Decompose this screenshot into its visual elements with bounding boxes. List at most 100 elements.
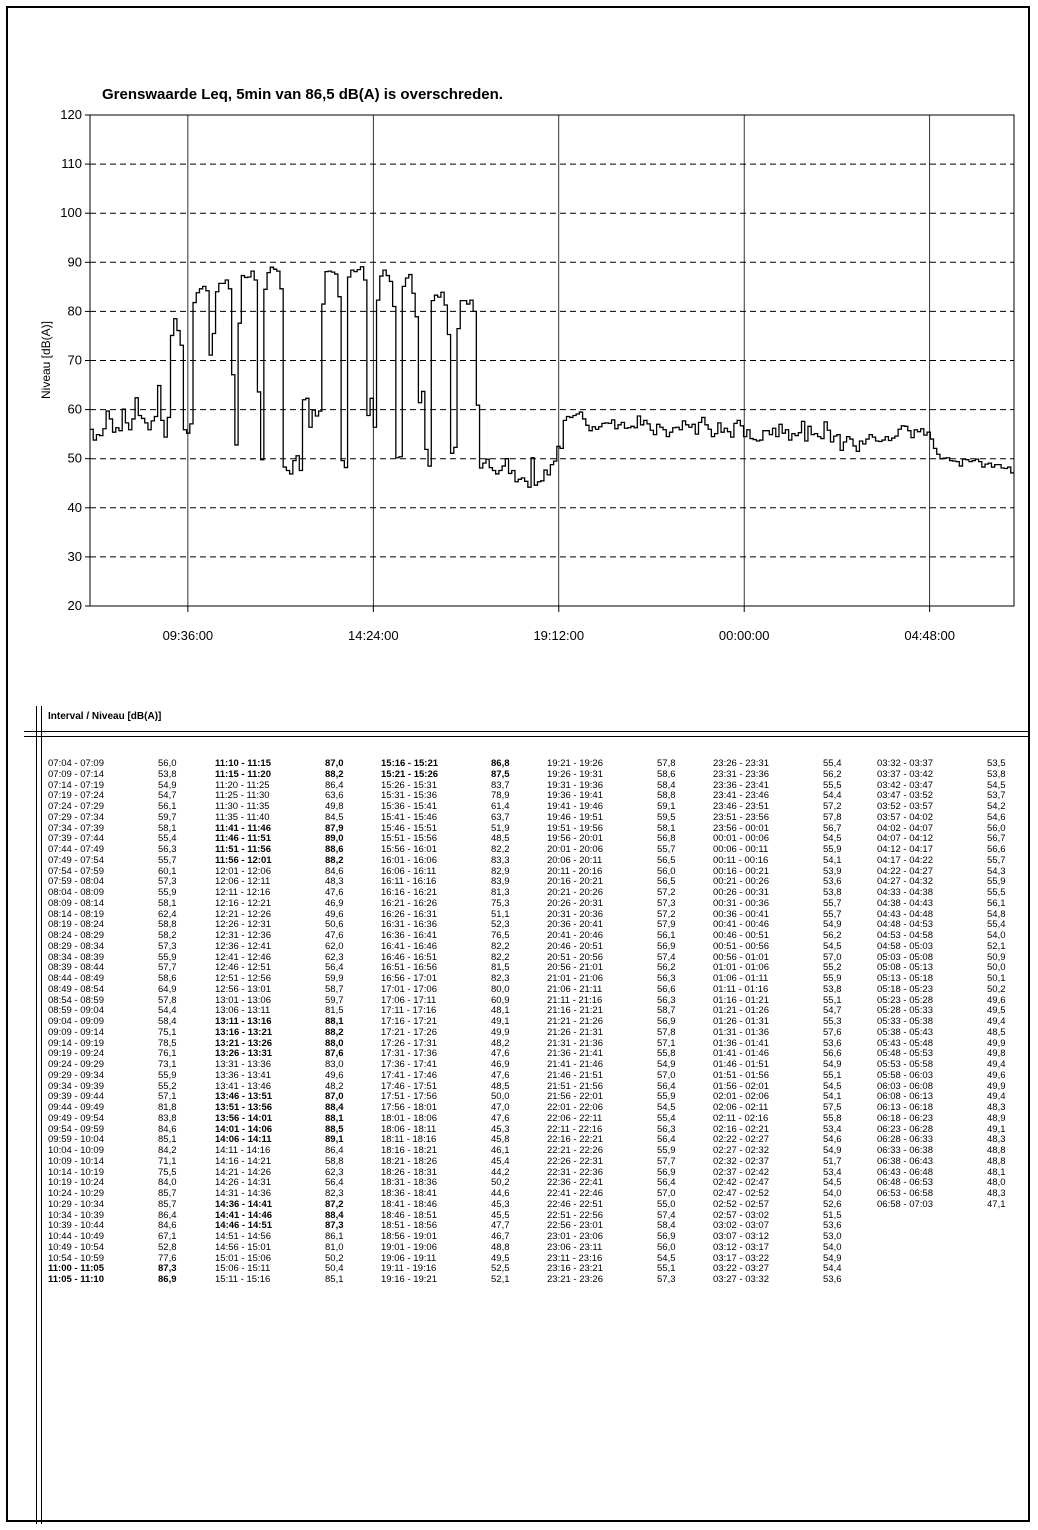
interval-cell: 00:01 - 00:06	[713, 833, 769, 845]
interval-cell: 20:46 - 20:51	[547, 940, 603, 952]
interval-cell: 07:19 - 07:24	[48, 790, 104, 802]
level-cell: 50,0	[491, 1091, 510, 1103]
interval-cell: 14:01 - 14:06	[215, 1123, 273, 1135]
table-title: Interval / Niveau [dB(A)]	[48, 711, 162, 722]
interval-cell: 01:46 - 01:51	[713, 1059, 769, 1070]
interval-cell: 09:34 - 09:39	[48, 1080, 104, 1092]
x-tick-label: 14:24:00	[348, 628, 399, 643]
level-cell: 50,4	[325, 1263, 344, 1275]
level-cell: 53,7	[987, 790, 1006, 802]
interval-cell: 08:44 - 08:49	[48, 973, 104, 984]
level-cell: 55,9	[823, 973, 842, 984]
interval-cell: 07:09 - 07:14	[48, 768, 104, 780]
level-cell: 47,1	[987, 1198, 1006, 1210]
level-cell: 83,3	[491, 854, 510, 866]
level-cell: 83,8	[158, 1112, 177, 1124]
interval-cell: 22:51 - 22:56	[547, 1209, 603, 1221]
interval-cell: 11:30 - 11:35	[215, 801, 270, 812]
interval-cell: 11:35 - 11:40	[215, 811, 270, 823]
level-cell: 49,1	[987, 1123, 1006, 1135]
interval-cell: 13:46 - 13:51	[215, 1091, 273, 1103]
level-cell: 78,5	[158, 1037, 177, 1049]
level-cell: 63,7	[491, 811, 510, 823]
level-cell: 54,9	[823, 1059, 842, 1070]
level-cell: 57,7	[657, 1155, 676, 1167]
level-cell: 86,1	[325, 1231, 344, 1242]
interval-cell: 10:14 - 10:19	[48, 1166, 104, 1178]
interval-cell: 13:06 - 13:11	[215, 1005, 271, 1017]
interval-cell: 19:36 - 19:41	[547, 790, 603, 802]
interval-cell: 20:31 - 20:36	[547, 908, 603, 920]
interval-cell: 08:24 - 08:29	[48, 930, 104, 941]
level-cell: 54,9	[823, 1252, 842, 1264]
interval-cell: 10:29 - 10:34	[48, 1198, 104, 1210]
interval-cell: 11:15 - 11:20	[215, 768, 271, 780]
interval-cell: 13:16 - 13:21	[215, 1026, 273, 1038]
level-cell: 54,6	[987, 811, 1006, 823]
level-cell: 78,9	[491, 790, 510, 802]
interval-cell: 07:29 - 07:34	[48, 811, 104, 823]
interval-cell: 02:57 - 03:02	[713, 1209, 769, 1221]
interval-cell: 16:41 - 16:46	[381, 940, 437, 952]
level-cell: 55,4	[657, 1112, 676, 1124]
interval-cell: 12:21 - 12:26	[215, 908, 271, 920]
level-cell: 56,0	[657, 1241, 676, 1253]
interval-cell: 01:31 - 01:36	[713, 1026, 769, 1038]
interval-cell: 21:56 - 22:01	[547, 1091, 603, 1103]
interval-cell: 04:33 - 04:38	[877, 887, 933, 898]
level-cell: 55,4	[823, 758, 842, 769]
interval-cell: 09:29 - 09:34	[48, 1069, 104, 1081]
level-cell: 55,9	[987, 876, 1006, 888]
level-cell: 48,2	[491, 1037, 510, 1049]
level-cell: 54,4	[823, 1263, 842, 1275]
level-cell: 48,2	[325, 1080, 344, 1092]
level-cell: 64,9	[158, 983, 177, 995]
interval-cell: 09:39 - 09:44	[48, 1091, 104, 1103]
level-chart: 20 30 40 50 60 70 80 90 100 110 120 09:36:00 14:24:…	[60, 107, 1015, 643]
interval-cell: 16:21 - 16:26	[381, 897, 437, 909]
level-cell: 58,8	[657, 790, 676, 802]
table-border-left-outer	[36, 706, 37, 1524]
level-cell: 52,1	[491, 1274, 510, 1285]
interval-cell: 23:26 - 23:31	[713, 758, 769, 769]
level-cell: 55,0	[657, 1198, 676, 1210]
level-cell: 82,2	[491, 951, 510, 963]
interval-cell: 01:51 - 01:56	[713, 1069, 769, 1081]
level-cell: 50,2	[491, 1177, 510, 1189]
interval-cell: 21:11 - 21:16	[547, 994, 603, 1006]
interval-cell: 16:56 - 17:01	[381, 973, 437, 984]
x-tick-label: 19:12:00	[533, 628, 584, 643]
level-cell: 55,4	[987, 919, 1006, 931]
table-header-rule-1	[24, 731, 1028, 732]
interval-cell: 14:21 - 14:26	[215, 1166, 271, 1178]
level-cell: 84,6	[158, 1123, 177, 1135]
level-cell: 57,8	[657, 1026, 676, 1038]
level-cell: 47,6	[491, 1048, 510, 1060]
interval-cell: 19:11 - 19:16	[381, 1263, 437, 1275]
level-cell: 88,5	[325, 1123, 344, 1135]
level-cell: 76,1	[158, 1048, 177, 1060]
level-cell: 61,4	[491, 801, 510, 812]
level-cell: 75,3	[491, 897, 510, 909]
interval-cell: 15:56 - 16:01	[381, 844, 437, 855]
interval-cell: 05:33 - 05:38	[877, 1016, 933, 1027]
y-tick-label: 90	[68, 254, 82, 269]
interval-cell: 00:31 - 00:36	[713, 897, 769, 909]
level-cell: 67,1	[158, 1231, 177, 1242]
level-cell: 58,1	[158, 822, 177, 834]
level-cell: 53,6	[823, 1274, 842, 1285]
interval-cell: 07:04 - 07:09	[48, 758, 104, 769]
interval-cell: 03:57 - 04:02	[877, 811, 933, 823]
level-cell: 49,6	[987, 994, 1006, 1006]
interval-cell: 03:42 - 03:47	[877, 779, 933, 791]
level-cell: 48,8	[987, 1145, 1006, 1156]
interval-cell: 02:11 - 02:16	[713, 1112, 769, 1124]
interval-cell: 18:31 - 18:36	[381, 1177, 437, 1189]
level-cell: 46,7	[491, 1231, 510, 1242]
interval-cell: 04:02 - 04:07	[877, 822, 933, 834]
level-cell: 86,4	[325, 779, 344, 791]
interval-cell: 12:31 - 12:36	[215, 930, 271, 941]
level-cell: 47,0	[491, 1102, 510, 1113]
level-cell: 54,5	[987, 779, 1006, 791]
y-tick-label: 80	[68, 303, 82, 318]
